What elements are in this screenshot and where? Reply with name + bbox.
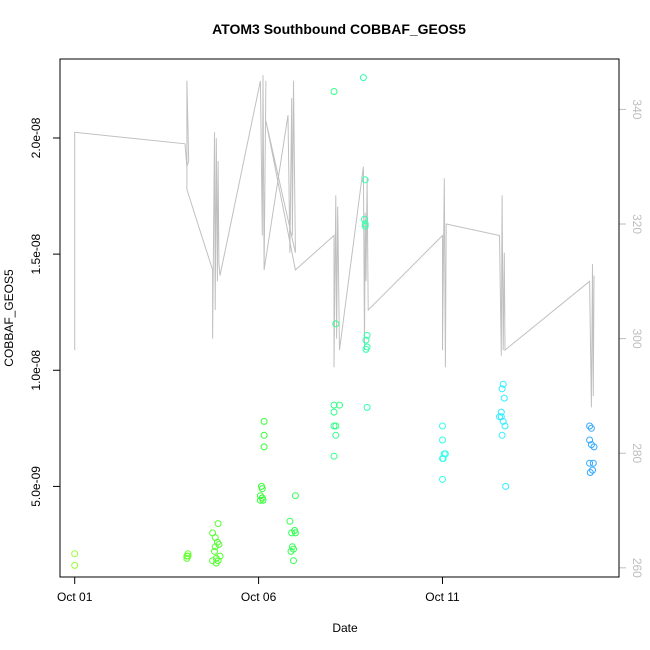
data-point	[439, 455, 447, 462]
y-right-tick-label: 300	[630, 329, 644, 349]
data-point	[216, 552, 224, 560]
y-right-tick-label: 260	[630, 558, 644, 578]
data-point	[291, 492, 299, 500]
x-tick-label: Oct 11	[425, 590, 460, 604]
data-point	[260, 417, 268, 425]
data-point	[215, 541, 223, 548]
data-point	[214, 557, 222, 565]
y-right-tick-label: 340	[630, 99, 644, 119]
data-point	[361, 215, 368, 223]
data-point	[184, 550, 192, 558]
data-point	[336, 401, 343, 409]
data-point	[499, 417, 507, 425]
data-point	[587, 424, 595, 432]
data-point	[439, 422, 446, 430]
y-right-tick-label: 320	[630, 214, 644, 234]
data-point	[361, 176, 369, 184]
data-point	[290, 545, 297, 553]
point-series	[71, 74, 598, 569]
y-left-tick-label: 5.0e-09	[29, 466, 43, 507]
data-point	[362, 336, 370, 344]
data-point	[501, 422, 509, 430]
data-point	[330, 88, 338, 95]
data-point	[184, 552, 192, 560]
data-point	[258, 485, 266, 493]
data-point	[260, 443, 268, 451]
data-point	[361, 222, 369, 230]
data-point	[500, 394, 508, 402]
data-point	[499, 380, 507, 388]
plot-frame	[59, 58, 620, 578]
y-left-tick-label: 2.0e-08	[29, 117, 43, 158]
data-point	[586, 436, 594, 444]
line-series	[74, 74, 595, 408]
data-point	[498, 385, 506, 393]
data-point	[502, 482, 510, 490]
data-point	[330, 452, 338, 460]
data-point	[256, 496, 264, 504]
data-point	[359, 74, 367, 82]
data-point	[260, 431, 268, 439]
data-point	[589, 459, 597, 467]
data-point	[71, 561, 79, 569]
data-point	[330, 408, 338, 416]
data-point	[498, 431, 506, 439]
x-tick-label: Oct 06	[241, 590, 277, 604]
data-point	[497, 408, 505, 416]
y-right-tick-label: 280	[630, 443, 644, 463]
x-tick-label: Oct 01	[57, 590, 93, 604]
y-left-tick-label: 1.5e-08	[29, 233, 43, 274]
chart-title: ATOM3 Southbound COBBAF_GEOS5	[212, 21, 466, 37]
data-point	[363, 343, 371, 351]
data-point	[363, 403, 371, 411]
data-point	[497, 413, 505, 421]
data-point	[259, 496, 267, 504]
y-axis-label: COBBAF_GEOS5	[2, 269, 16, 367]
data-point	[286, 517, 294, 525]
data-point	[71, 550, 79, 558]
data-point	[590, 443, 598, 451]
data-point	[586, 422, 594, 430]
data-point	[363, 331, 371, 339]
data-point	[212, 554, 220, 562]
x-axis-label: Date	[332, 621, 358, 635]
data-point	[589, 466, 596, 474]
data-point	[586, 459, 594, 467]
data-point	[361, 220, 369, 228]
data-point	[332, 422, 340, 430]
y-left-tick-label: 1.0e-08	[29, 350, 43, 391]
data-point	[586, 469, 594, 476]
data-point	[214, 520, 222, 528]
data-point	[211, 547, 218, 555]
series-line	[74, 74, 595, 408]
data-point	[439, 475, 446, 483]
data-point	[290, 557, 297, 565]
data-point	[291, 529, 299, 537]
data-point	[332, 431, 340, 439]
data-point	[332, 320, 340, 328]
axes: Oct 01 Oct 06 Oct 11 5.0e-09 1.0e-08 1.5e-08 2…	[29, 99, 644, 604]
data-point	[439, 436, 446, 444]
